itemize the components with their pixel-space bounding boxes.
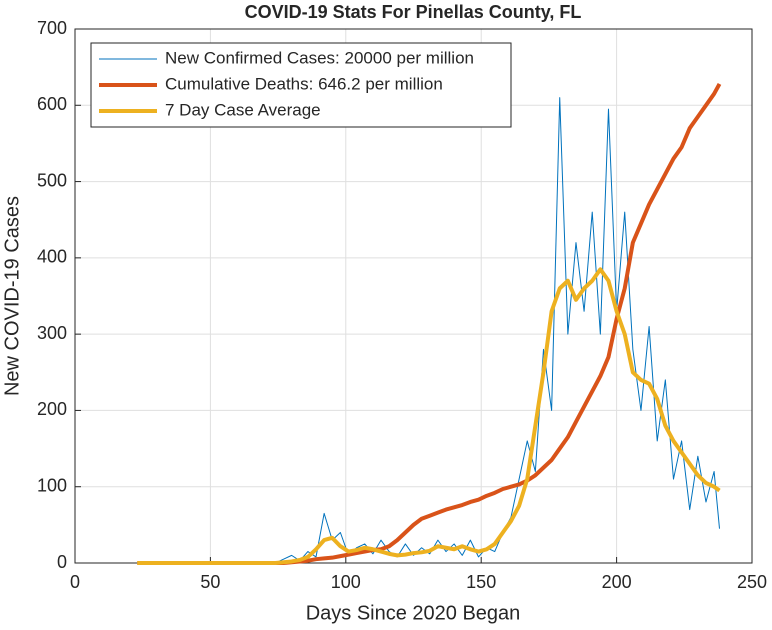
x-tick-label: 100 (331, 572, 361, 592)
x-tick-label: 200 (602, 572, 632, 592)
y-tick-label: 300 (37, 323, 67, 343)
legend-label: Cumulative Deaths: 646.2 per million (165, 74, 443, 93)
y-tick-label: 700 (37, 18, 67, 38)
y-tick-label: 0 (57, 552, 67, 572)
data-line (137, 267, 721, 565)
y-tick-label: 400 (37, 247, 67, 267)
y-tick-label: 500 (37, 170, 67, 190)
y-tick-label: 600 (37, 94, 67, 114)
x-tick-label: 50 (200, 572, 220, 592)
x-tick-label: 0 (70, 572, 80, 592)
x-axis-label: Days Since 2020 Began (306, 602, 521, 624)
x-tick-label: 250 (737, 572, 767, 592)
legend-box (90, 42, 512, 128)
legend-label: New Confirmed Cases: 20000 per million (165, 48, 474, 67)
y-tick-label: 100 (37, 475, 67, 495)
y-axis-label: New COVID-19 Cases (1, 196, 23, 396)
chart-title: COVID-19 Stats For Pinellas County, FL (245, 2, 582, 22)
legend-label: 7 Day Case Average (165, 100, 321, 119)
plot-frame (74, 28, 753, 564)
legend: New Confirmed Cases: 20000 per million Cu… (90, 42, 512, 128)
x-tick-label: 150 (466, 572, 496, 592)
y-tick-label: 200 (37, 399, 67, 419)
